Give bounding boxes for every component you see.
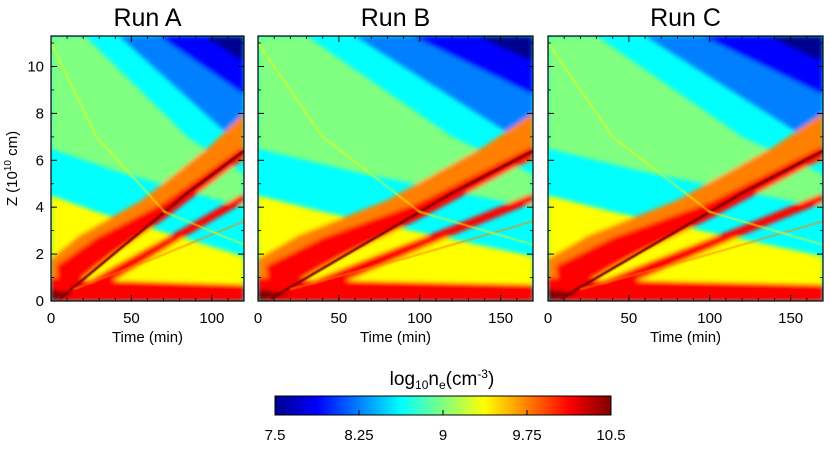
- colorbar-tick-label: 8.25: [344, 427, 373, 444]
- wave-front: [51, 42, 244, 246]
- secondary-front: [62, 193, 244, 301]
- density-layers: [258, 36, 533, 301]
- heatmap-field: [51, 36, 244, 301]
- y-tick-label: 10: [27, 58, 44, 75]
- secondary-front-line: [290, 220, 533, 290]
- density-layers: [548, 36, 823, 301]
- chromosphere-layer: [51, 277, 244, 301]
- panel-run-a: Run A 0 50 100 0 2 4 6 8 10 Time (min): [27, 4, 245, 346]
- main-loop-core: [56, 146, 244, 297]
- x-tick-label: 0: [254, 310, 262, 327]
- colorbar-tick-label: 9.75: [512, 427, 541, 444]
- axis-ticks: 0 50 100 150: [254, 36, 533, 327]
- secondary-front: [564, 193, 823, 301]
- evacuated-core: [204, 36, 244, 62]
- footpoint: [258, 289, 291, 301]
- tenuous-corona: [258, 36, 533, 149]
- density-layers: [51, 36, 244, 301]
- colorbar: log10ne(cm-3) 7.5 8.25 9 9.75 10.5: [265, 367, 626, 444]
- y-tick-label: 2: [36, 246, 44, 263]
- x-tick-label: 50: [331, 310, 348, 327]
- heatmap-field: [258, 36, 533, 301]
- evacuated-region: [158, 36, 244, 95]
- front-lines: [548, 42, 823, 300]
- x-axis-label: Time (min): [360, 329, 431, 346]
- evacuated-region: [411, 36, 533, 95]
- evacuated-core: [766, 36, 823, 62]
- chromosphere-layer: [548, 277, 823, 301]
- evacuated-core: [476, 36, 533, 62]
- x-tick-label: 50: [123, 310, 140, 327]
- x-axis-label: Time (min): [112, 329, 183, 346]
- main-loop-core: [266, 146, 533, 297]
- shock-front: [270, 149, 533, 300]
- plot-frame: [547, 35, 824, 302]
- x-axis-label: Time (min): [650, 329, 721, 346]
- panel-title: Run A: [113, 4, 181, 32]
- colorbar-tick-label: 10.5: [596, 427, 625, 444]
- front-lines: [51, 42, 244, 300]
- secondary-front-line: [73, 220, 244, 290]
- tenuous-corona: [548, 36, 823, 149]
- panel-run-b: Run B 0 50 100 150 Time (min): [254, 4, 534, 346]
- heatmap-field: [548, 36, 823, 301]
- y-tick-label: 8: [36, 105, 44, 122]
- panel-title: Run B: [361, 4, 430, 32]
- shock-front: [59, 149, 244, 300]
- panel-title: Run C: [650, 4, 721, 32]
- tenuous-corona: [51, 36, 244, 149]
- wave-front: [258, 42, 533, 246]
- evacuated-region: [701, 36, 823, 95]
- x-tick-label: 0: [47, 310, 55, 327]
- x-tick-label: 100: [199, 310, 224, 327]
- colorbar-label: log10ne(cm-3): [390, 367, 495, 392]
- axis-ticks: 0 50 100 150: [544, 36, 823, 327]
- x-tick-label: 150: [488, 310, 513, 327]
- main-loop-core: [556, 146, 823, 297]
- colorbar-tick-label: 7.5: [265, 427, 286, 444]
- x-tick-label: 0: [544, 310, 552, 327]
- y-axis-label: Z (1010 cm): [3, 131, 21, 206]
- plot-frame: [257, 35, 534, 302]
- panel-run-c: Run C 0 50 100 150 Time (min): [544, 4, 824, 346]
- shock-front: [560, 149, 823, 300]
- y-tick-label: 6: [36, 152, 44, 169]
- colorbar-ticks: 7.5 8.25 9 9.75 10.5: [265, 410, 626, 444]
- secondary-front-line: [580, 220, 823, 290]
- x-tick-label: 50: [621, 310, 638, 327]
- chromosphere-layer: [258, 277, 533, 301]
- x-tick-label: 100: [697, 310, 722, 327]
- x-tick-label: 100: [407, 310, 432, 327]
- secondary-front: [274, 193, 533, 301]
- x-tick-label: 150: [778, 310, 803, 327]
- axis-ticks: 0 50 100 0 2 4 6 8 10: [27, 36, 244, 327]
- y-tick-label: 4: [36, 199, 44, 216]
- y-tick-label: 0: [36, 293, 44, 310]
- colorbar-tick-label: 9: [439, 427, 447, 444]
- wave-front: [548, 42, 823, 246]
- front-lines: [258, 42, 533, 300]
- footpoint: [548, 289, 581, 301]
